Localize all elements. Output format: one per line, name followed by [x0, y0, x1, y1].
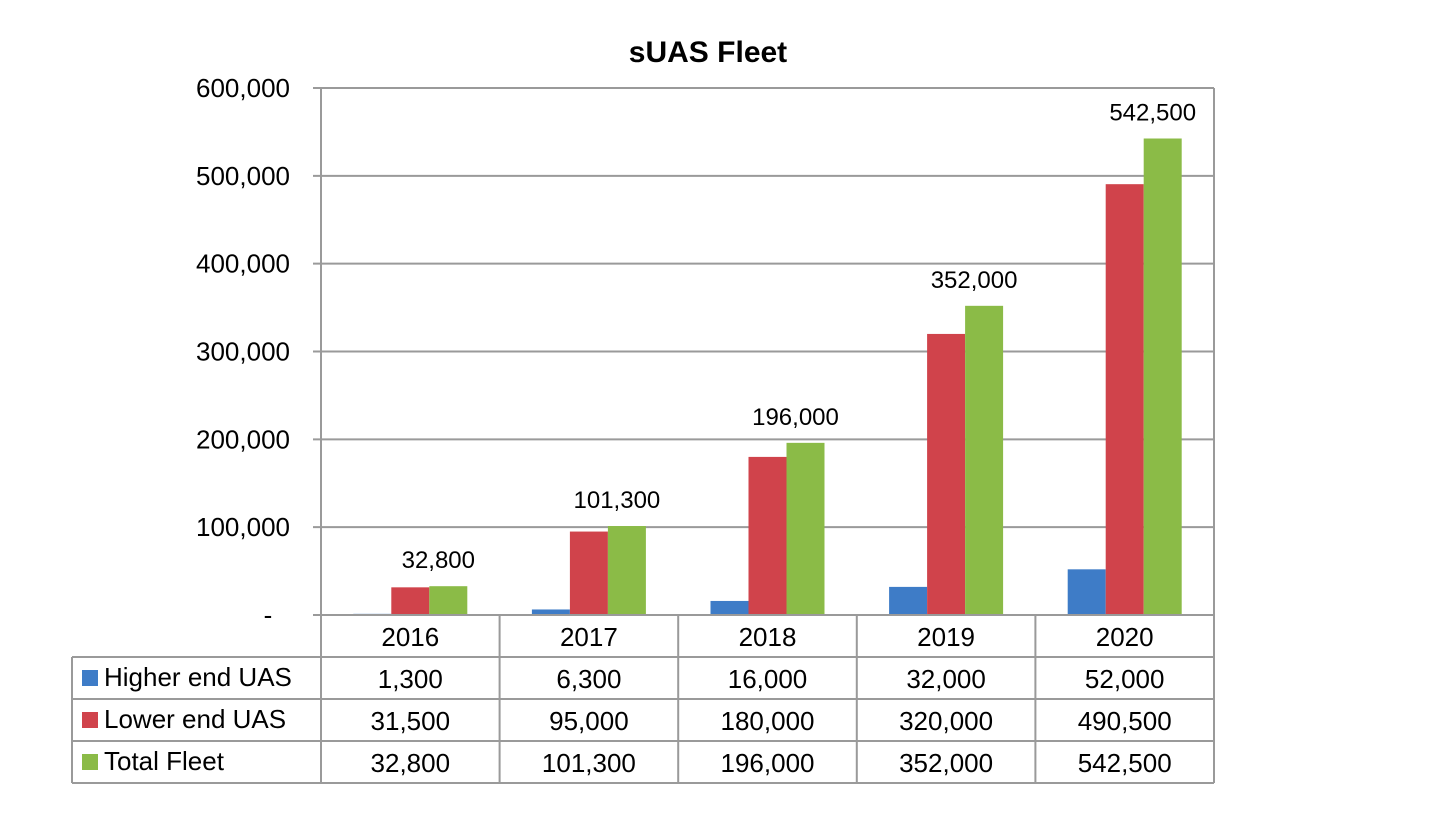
- table-cell: 52,000: [1085, 664, 1165, 694]
- bar-lower-end-uas: [927, 333, 966, 615]
- y-tick-label: 300,000: [196, 337, 290, 367]
- bars: [353, 138, 1182, 616]
- x-tick-label: 2017: [560, 622, 618, 652]
- bar-lower-end-uas: [1105, 184, 1144, 616]
- legend-swatch: [82, 754, 98, 770]
- table-cell: 180,000: [721, 706, 815, 736]
- table-cell: 6,300: [556, 664, 621, 694]
- data-table: 2016 2017 2018 2019 2020 Higher end UAS 1,300 6…: [71, 614, 1215, 784]
- legend-label: Total Fleet: [104, 746, 225, 776]
- table-cell: 32,000: [906, 664, 986, 694]
- table-cell: 542,500: [1078, 748, 1172, 778]
- bar-lower-end-uas: [391, 587, 430, 615]
- legend-swatch: [82, 670, 98, 686]
- bar-higher-end-uas: [1067, 569, 1106, 615]
- y-axis-ticks: - 100,000 200,000 300,000 400,000 500,000 600,…: [196, 73, 290, 630]
- data-labels: 32,800 101,300 196,000 352,000 542,500: [402, 100, 1196, 575]
- chart-title: sUAS Fleet: [629, 36, 787, 69]
- y-tick-label: 100,000: [196, 512, 290, 542]
- data-label: 101,300: [574, 487, 661, 514]
- y-tick-label: 500,000: [196, 161, 290, 191]
- legend-swatch: [82, 712, 98, 728]
- table-cell: 490,500: [1078, 706, 1172, 736]
- legend-label: Higher end UAS: [104, 662, 292, 692]
- y-tick-label: 600,000: [196, 73, 290, 103]
- legend-label: Lower end UAS: [104, 704, 286, 734]
- gridlines: [313, 87, 1215, 616]
- table-cell: 101,300: [542, 748, 636, 778]
- data-label: 352,000: [931, 267, 1018, 294]
- y-tick-label: 400,000: [196, 249, 290, 279]
- x-tick-label: 2018: [739, 622, 797, 652]
- bar-higher-end-uas: [710, 600, 749, 615]
- y-tick-label: 200,000: [196, 424, 290, 454]
- bar-higher-end-uas: [889, 586, 928, 615]
- bar-total-fleet: [1143, 138, 1182, 616]
- table-cell: 196,000: [721, 748, 815, 778]
- bar-higher-end-uas: [531, 609, 570, 615]
- x-tick-label: 2019: [917, 622, 975, 652]
- data-label: 542,500: [1109, 100, 1196, 127]
- table-cell: 1,300: [378, 664, 443, 694]
- table-cell: 95,000: [549, 706, 629, 736]
- data-label: 196,000: [752, 404, 839, 431]
- bar-total-fleet: [607, 526, 646, 615]
- bar-total-fleet: [429, 586, 468, 615]
- bar-lower-end-uas: [569, 531, 608, 615]
- table-cell: 16,000: [728, 664, 808, 694]
- bar-lower-end-uas: [748, 456, 787, 615]
- table-cell: 320,000: [899, 706, 993, 736]
- data-label: 32,800: [402, 547, 475, 574]
- bar-total-fleet: [965, 305, 1004, 615]
- table-cell: 352,000: [899, 748, 993, 778]
- table-cell: 32,800: [371, 748, 451, 778]
- x-tick-label: 2020: [1096, 622, 1154, 652]
- x-tick-label: 2016: [381, 622, 439, 652]
- table-cell: 31,500: [371, 706, 451, 736]
- bar-total-fleet: [786, 442, 825, 615]
- y-tick-label: -: [264, 600, 273, 630]
